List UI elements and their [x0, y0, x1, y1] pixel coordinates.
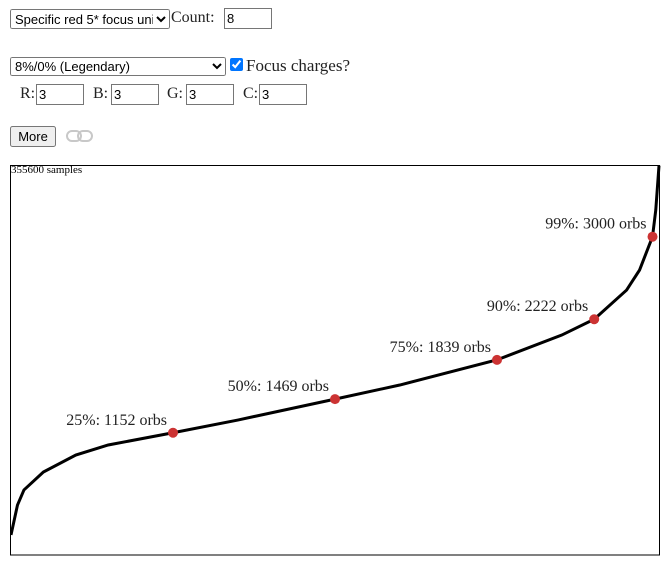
- percentile-point: [492, 354, 502, 365]
- color-input[interactable]: [259, 84, 307, 105]
- color-label: C:: [243, 85, 259, 102]
- color-input[interactable]: [111, 84, 159, 105]
- chart-frame: [10, 165, 660, 556]
- samples-label: 355600 samples: [11, 165, 82, 176]
- target-select[interactable]: Specific red 5* focus units: [10, 9, 170, 29]
- percentile-point: [589, 314, 600, 325]
- color-label: G:: [167, 85, 183, 102]
- percentile-point: [330, 394, 340, 405]
- rate-select[interactable]: 8%/0% (Legendary): [10, 57, 226, 76]
- focus-label: Focus charges?: [246, 56, 351, 75]
- percentile-point: [168, 427, 178, 438]
- color-input[interactable]: [186, 84, 234, 105]
- percentile-label: 90%: 2222 orbs: [487, 298, 588, 315]
- percentile-label: 50%: 1469 orbs: [228, 378, 329, 395]
- percentile-label: 75%: 1839 orbs: [390, 339, 491, 356]
- link-icon[interactable]: [65, 128, 95, 144]
- chart: 355600 samples 25%: 1152 orbs 50%: 1469 o…: [10, 165, 661, 556]
- curve: [10, 165, 661, 536]
- color-label: R:: [20, 85, 36, 102]
- link-loop: [77, 130, 93, 142]
- color-input[interactable]: [36, 84, 84, 105]
- percentile-point: [647, 231, 658, 242]
- more-button[interactable]: More: [10, 126, 56, 147]
- count-label: Count:: [171, 9, 215, 26]
- percentile-label: 99%: 3000 orbs: [545, 216, 646, 233]
- focus-checkbox[interactable]: [230, 58, 243, 71]
- color-label: B:: [93, 85, 109, 102]
- percentile-label: 25%: 1152 orbs: [66, 412, 167, 429]
- count-input[interactable]: [224, 8, 272, 29]
- link-loop: [66, 130, 82, 142]
